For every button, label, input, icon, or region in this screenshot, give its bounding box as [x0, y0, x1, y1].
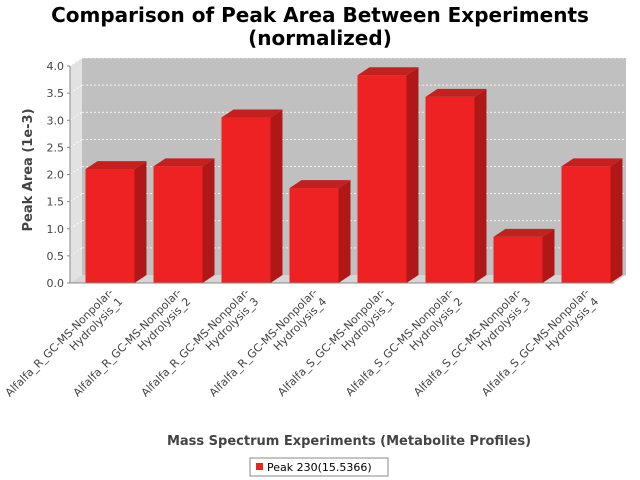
bar-front: [221, 117, 271, 283]
bar-top: [85, 161, 147, 170]
bar-side: [270, 109, 283, 283]
x-tick-label-line: Alfalfa_R_GC-MS-Nonpolar-: [139, 286, 252, 399]
bar-top: [153, 158, 215, 167]
x-axis-label: Mass Spectrum Experiments (Metabolite Pr…: [167, 434, 531, 449]
bar-top: [425, 88, 487, 97]
bar: [221, 109, 283, 283]
x-tick-label-line: Alfalfa_R_GC-MS-Nonpolar-: [3, 286, 116, 399]
bar: [357, 67, 419, 283]
y-tick-label: 2.5: [47, 141, 65, 154]
gridline-wall: [69, 57, 83, 67]
bar-front: [85, 169, 135, 283]
legend-box: [249, 457, 389, 477]
y-tick-label: 1.0: [47, 223, 65, 236]
bar-front: [153, 166, 203, 283]
x-tick-label: Alfalfa_R_GC-MS-Nonpolar-Hydrolysis_1: [3, 286, 126, 409]
bar-side: [406, 67, 419, 283]
bar: [493, 228, 555, 283]
x-tick-label-line: Alfalfa_S_GC-MS-Nonpolar-: [479, 286, 592, 399]
bar: [85, 161, 147, 283]
gridline-wall: [69, 111, 83, 121]
x-tick-label-line: Alfalfa_R_GC-MS-Nonpolar-: [71, 286, 184, 399]
bar-top: [221, 109, 283, 118]
bar-top: [357, 67, 419, 76]
legend: Peak 230(15.5366): [249, 457, 389, 477]
bar-front: [493, 236, 543, 283]
bar: [153, 158, 215, 283]
bars: [85, 67, 623, 283]
bar: [289, 180, 351, 283]
bar-front: [561, 166, 611, 283]
gridline-wall: [69, 139, 83, 148]
bar-side: [474, 88, 487, 283]
y-tick-label: 3.0: [47, 114, 65, 127]
bar-front: [357, 75, 407, 283]
y-tick-label: 2.0: [47, 169, 65, 182]
bar-top: [561, 158, 623, 167]
y-axis: 0.0 0.5 1.0 1.5 2.0 2.5 3.0 3.5 4.0: [47, 60, 71, 290]
y-tick-label: 4.0: [47, 60, 65, 73]
y-tick-label: 3.5: [47, 87, 65, 100]
bar-side: [610, 158, 623, 283]
gridline-wall: [69, 166, 83, 175]
x-tick-label-line: Alfalfa_S_GC-MS-Nonpolar-: [275, 286, 388, 399]
chart-title-line-1: Comparison of Peak Area Between Experime…: [51, 3, 589, 27]
bar: [425, 88, 487, 283]
legend-swatch: [256, 463, 263, 470]
gridline-wall: [69, 220, 83, 230]
bar: [561, 158, 623, 283]
x-tick-label-line: Alfalfa_S_GC-MS-Nonpolar-: [343, 286, 456, 399]
bar-front: [289, 188, 339, 283]
gridline-wall: [69, 84, 83, 94]
bar-side: [134, 161, 147, 283]
legend-label: Peak 230(15.5366): [267, 461, 372, 474]
x-axis: Alfalfa_R_GC-MS-Nonpolar-Hydrolysis_1Alf…: [3, 282, 614, 409]
x-tick-label-line: Alfalfa_S_GC-MS-Nonpolar-: [411, 286, 524, 399]
y-tick-label: 0.0: [47, 277, 65, 290]
gridline-wall: [69, 193, 83, 202]
y-axis-label: Peak Area (1e-3): [21, 108, 36, 231]
bar-top: [493, 228, 555, 237]
bar-side: [338, 180, 351, 283]
y-tick-label: 0.5: [47, 250, 65, 263]
plot-left-wall: [70, 58, 82, 283]
plot-area: [69, 57, 626, 283]
chart-title-line-2: (normalized): [248, 26, 392, 50]
bar-side: [542, 228, 555, 283]
bar-top: [289, 180, 351, 189]
x-tick-label-line: Alfalfa_R_GC-MS-Nonpolar-: [207, 286, 320, 399]
bar-side: [202, 158, 215, 283]
y-tick-label: 1.5: [47, 196, 65, 209]
gridline-wall: [69, 247, 83, 257]
bar-front: [425, 96, 475, 283]
